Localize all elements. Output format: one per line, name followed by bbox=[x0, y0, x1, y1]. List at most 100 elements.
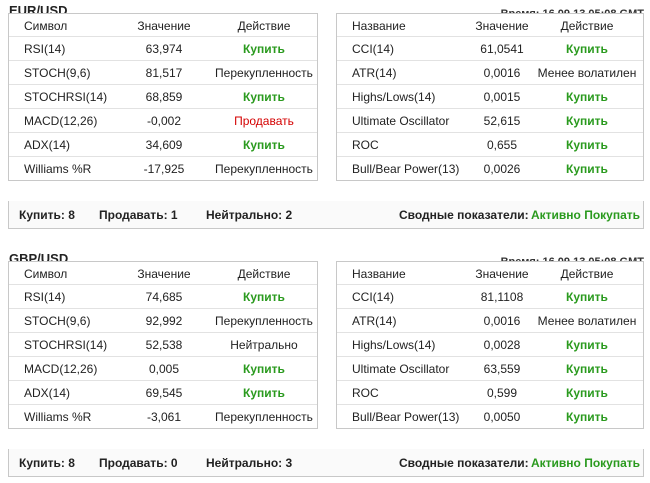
indicator-name: Williams %R bbox=[24, 410, 92, 424]
indicator-value: 52,615 bbox=[483, 114, 521, 128]
summary-sell-count: Продавать: 1 bbox=[99, 208, 178, 222]
indicator-action: Купить bbox=[243, 90, 285, 104]
indicator-value: 0,005 bbox=[148, 362, 180, 376]
table-header: Символ Значение Действие bbox=[9, 262, 317, 284]
indicator-action: Купить bbox=[566, 114, 608, 128]
indicator-name: RSI(14) bbox=[24, 290, 66, 304]
indicator-action: Купить bbox=[243, 362, 285, 376]
indicator-action: Продавать bbox=[234, 114, 294, 128]
indicator-value: 0,0026 bbox=[483, 162, 521, 176]
indicator-value: 34,609 bbox=[145, 138, 183, 152]
left-indicator-table: Символ Значение Действие RSI(14) 74,685 Купит… bbox=[8, 261, 318, 429]
column-header-name: Символ bbox=[24, 267, 68, 281]
indicator-action: Купить bbox=[566, 362, 608, 376]
column-header-action: Действие bbox=[237, 267, 291, 281]
indicator-value: -17,925 bbox=[143, 162, 185, 176]
table-header: Символ Значение Действие bbox=[9, 14, 317, 36]
table-row: STOCH(9,6) 81,517 Перекупленность bbox=[9, 60, 317, 84]
table-row: CCI(14) 61,0541 Купить bbox=[337, 36, 643, 60]
table-row: Highs/Lows(14) 0,0015 Купить bbox=[337, 84, 643, 108]
summary-label: Сводные показатели: bbox=[399, 208, 529, 222]
column-header-action: Действие bbox=[560, 267, 614, 281]
indicator-value: 63,974 bbox=[145, 42, 183, 56]
indicator-name: STOCHRSI(14) bbox=[24, 90, 108, 104]
indicator-value: -3,061 bbox=[146, 410, 182, 424]
table-row: Williams %R -17,925 Перекупленность bbox=[9, 156, 317, 180]
summary-bar: Купить: 8 Продавать: 0 Нейтрально: 3 Сводны… bbox=[8, 449, 644, 477]
indicator-panel-eur-usd: EUR/USDВремя: 16.09.13 05:08 GMTСимволЗн… bbox=[0, 0, 650, 235]
table-row: CCI(14) 81,1108 Купить bbox=[337, 284, 643, 308]
indicator-action: Купить bbox=[566, 42, 608, 56]
indicator-action: Перекупленность bbox=[215, 66, 313, 80]
indicator-value: 0,0028 bbox=[483, 338, 521, 352]
indicator-name: Highs/Lows(14) bbox=[352, 90, 436, 104]
column-header-name: Символ bbox=[24, 19, 68, 33]
indicator-name: ADX(14) bbox=[24, 386, 71, 400]
indicator-panel-gbp-usd: GBP/USDВремя: 16.09.13 05:08 GMTСимволЗн… bbox=[0, 248, 650, 483]
table-row: ADX(14) 69,545 Купить bbox=[9, 380, 317, 404]
indicator-value: 92,992 bbox=[145, 314, 183, 328]
table-row: Highs/Lows(14) 0,0028 Купить bbox=[337, 332, 643, 356]
table-row: Bull/Bear Power(13) 0,0026 Купить bbox=[337, 156, 643, 180]
indicator-action: Купить bbox=[243, 42, 285, 56]
indicator-name: ADX(14) bbox=[24, 138, 71, 152]
indicator-action: Купить bbox=[566, 386, 608, 400]
indicator-action: Купить bbox=[566, 138, 608, 152]
table-row: RSI(14) 74,685 Купить bbox=[9, 284, 317, 308]
column-header-name: Название bbox=[352, 19, 406, 33]
table-row: MACD(12,26) -0,002 Продавать bbox=[9, 108, 317, 132]
indicator-action: Перекупленность bbox=[215, 162, 313, 176]
summary-neutral-count: Нейтрально: 2 bbox=[206, 208, 293, 222]
indicator-value: 52,538 bbox=[145, 338, 183, 352]
indicator-name: MACD(12,26) bbox=[24, 114, 98, 128]
right-indicator-table: Название Значение Действие CCI(14) 61,0541 Ку… bbox=[336, 13, 644, 181]
indicator-value: 74,685 bbox=[145, 290, 183, 304]
summary-result: Активно Покупать bbox=[531, 208, 641, 222]
table-row: STOCHRSI(14) 52,538 Нейтрально bbox=[9, 332, 317, 356]
indicator-name: Williams %R bbox=[24, 162, 92, 176]
summary-neutral-count: Нейтрально: 3 bbox=[206, 456, 293, 470]
table-row: RSI(14) 63,974 Купить bbox=[9, 36, 317, 60]
indicator-value: 63,559 bbox=[483, 362, 521, 376]
indicator-action: Нейтрально bbox=[230, 338, 298, 352]
table-row: MACD(12,26) 0,005 Купить bbox=[9, 356, 317, 380]
indicator-action: Купить bbox=[566, 290, 608, 304]
column-header-value: Значение bbox=[137, 19, 191, 33]
indicator-value: 81,517 bbox=[145, 66, 183, 80]
summary-result: Активно Покупать bbox=[531, 456, 641, 470]
column-header-value: Значение bbox=[137, 267, 191, 281]
indicator-name: STOCHRSI(14) bbox=[24, 338, 108, 352]
indicator-action: Купить bbox=[566, 410, 608, 424]
indicator-value: 81,1108 bbox=[480, 290, 524, 304]
indicator-value: 69,545 bbox=[145, 386, 183, 400]
summary-buy-count: Купить: 8 bbox=[19, 456, 75, 470]
indicator-action: Перекупленность bbox=[215, 314, 313, 328]
column-header-name: Название bbox=[352, 267, 406, 281]
table-row: Ultimate Oscillator 52,615 Купить bbox=[337, 108, 643, 132]
table-row: ATR(14) 0,0016 Менее волатилен bbox=[337, 60, 643, 84]
indicator-action: Купить bbox=[243, 290, 285, 304]
summary-buy-count: Купить: 8 bbox=[19, 208, 75, 222]
table-row: ROC 0,655 Купить bbox=[337, 132, 643, 156]
indicator-name: Bull/Bear Power(13) bbox=[352, 162, 460, 176]
table-header: Название Значение Действие bbox=[337, 14, 643, 36]
indicator-value: -0,002 bbox=[146, 114, 182, 128]
indicator-action: Купить bbox=[243, 386, 285, 400]
indicator-action: Менее волатилен bbox=[537, 66, 637, 80]
indicator-action: Менее волатилен bbox=[537, 314, 637, 328]
summary-label: Сводные показатели: bbox=[399, 456, 529, 470]
right-indicator-table: Название Значение Действие CCI(14) 81,1108 Ку… bbox=[336, 261, 644, 429]
indicator-name: MACD(12,26) bbox=[24, 362, 98, 376]
indicator-action: Купить bbox=[566, 162, 608, 176]
table-row: STOCH(9,6) 92,992 Перекупленность bbox=[9, 308, 317, 332]
table-row: Ultimate Oscillator 63,559 Купить bbox=[337, 356, 643, 380]
indicator-action: Купить bbox=[243, 138, 285, 152]
table-row: Bull/Bear Power(13) 0,0050 Купить bbox=[337, 404, 643, 428]
indicator-value: 0,599 bbox=[486, 386, 518, 400]
summary-sell-count: Продавать: 0 bbox=[99, 456, 178, 470]
column-header-action: Действие bbox=[237, 19, 291, 33]
column-header-value: Значение bbox=[475, 19, 529, 33]
indicator-value: 68,859 bbox=[145, 90, 183, 104]
left-indicator-table: Символ Значение Действие RSI(14) 63,974 Купит… bbox=[8, 13, 318, 181]
indicator-name: CCI(14) bbox=[352, 42, 395, 56]
